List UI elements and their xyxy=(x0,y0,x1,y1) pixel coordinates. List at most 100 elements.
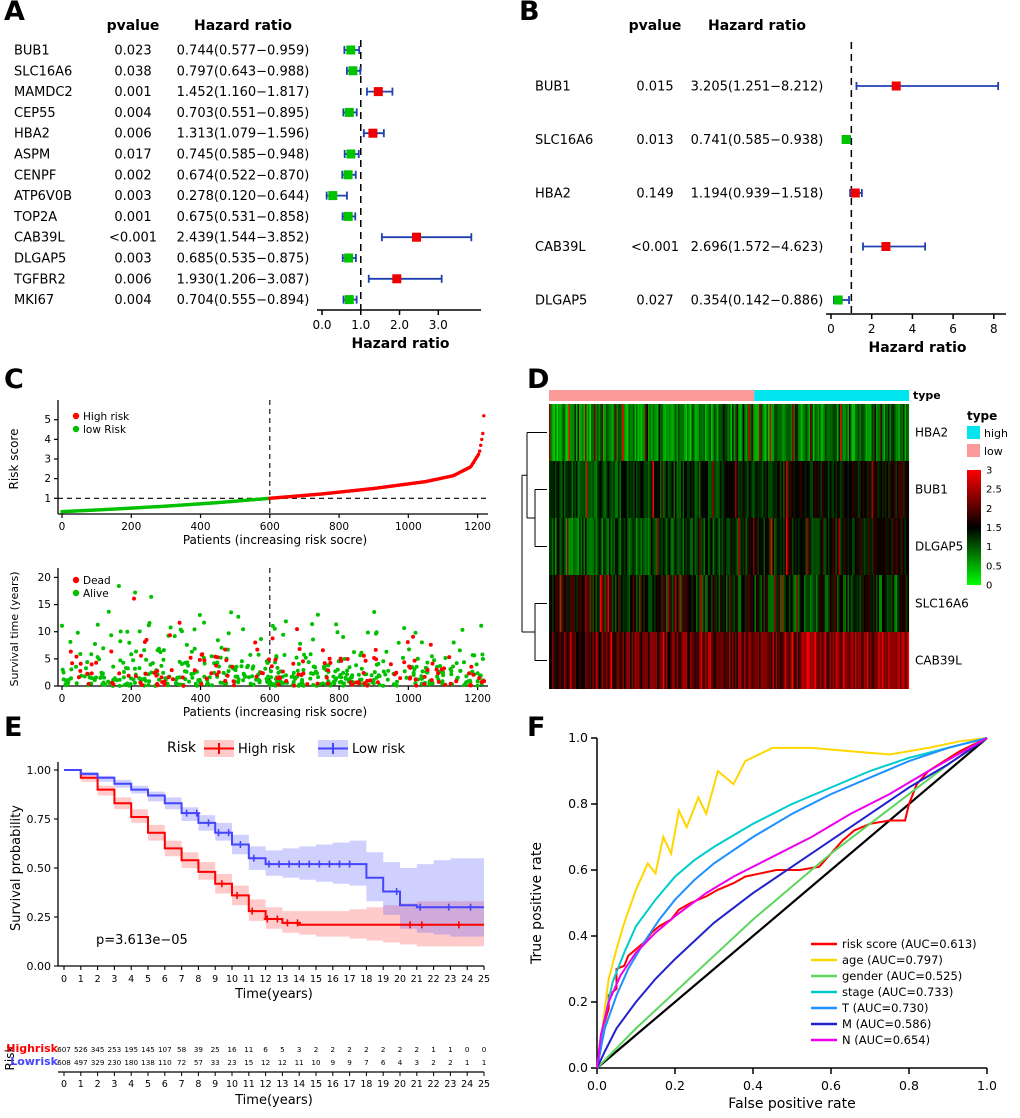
svg-text:7: 7 xyxy=(179,1079,185,1090)
svg-text:15: 15 xyxy=(310,1079,322,1090)
svg-text:19: 19 xyxy=(377,974,389,985)
svg-text:p=3.613e−05: p=3.613e−05 xyxy=(96,933,188,948)
svg-text:600: 600 xyxy=(260,693,280,705)
svg-text:1.452(1.160−1.817): 1.452(1.160−1.817) xyxy=(177,85,310,100)
svg-text:0: 0 xyxy=(482,1045,487,1054)
svg-text:TGFBR2: TGFBR2 xyxy=(13,272,66,287)
svg-text:4: 4 xyxy=(398,1058,403,1067)
svg-text:200: 200 xyxy=(121,521,141,533)
svg-text:16: 16 xyxy=(227,1045,237,1054)
panel-a-univariate-forest: A pvalue Hazard ratio BUB1 0.023 0.744(0.577… xyxy=(0,0,505,365)
svg-text:608: 608 xyxy=(57,1058,71,1067)
svg-text:0.003: 0.003 xyxy=(114,189,151,204)
svg-text:497: 497 xyxy=(74,1058,88,1067)
svg-text:Hazard ratio: Hazard ratio xyxy=(194,18,292,34)
svg-text:Survival time (years): Survival time (years) xyxy=(8,571,21,686)
svg-text:1.0: 1.0 xyxy=(351,318,370,332)
svg-text:1.5: 1.5 xyxy=(986,523,1002,534)
svg-text:0.00: 0.00 xyxy=(27,960,52,973)
svg-text:3.205(1.251−8.212): 3.205(1.251−8.212) xyxy=(691,80,824,95)
svg-text:1200: 1200 xyxy=(464,521,491,533)
svg-text:39: 39 xyxy=(194,1045,204,1054)
annotation-bar-high xyxy=(754,390,909,401)
svg-text:0.017: 0.017 xyxy=(114,148,151,163)
svg-text:20: 20 xyxy=(394,1079,406,1090)
multivariate-forest-plot: pvalue Hazard ratio BUB1 0.015 3.205(1.251−8… xyxy=(535,18,1006,356)
svg-text:1.930(1.206−3.087): 1.930(1.206−3.087) xyxy=(177,272,310,287)
svg-text:High risk: High risk xyxy=(238,742,296,757)
svg-text:138: 138 xyxy=(141,1058,155,1067)
svg-text:0.8: 0.8 xyxy=(568,796,588,811)
svg-text:0.25: 0.25 xyxy=(27,911,52,924)
svg-text:10: 10 xyxy=(311,1058,321,1067)
svg-text:<0.001: <0.001 xyxy=(631,240,679,255)
svg-text:0.001: 0.001 xyxy=(114,210,151,225)
svg-text:0.004: 0.004 xyxy=(114,106,151,121)
roc-curve xyxy=(596,737,988,1069)
svg-text:2.439(1.544−3.852): 2.439(1.544−3.852) xyxy=(177,231,310,246)
svg-text:5: 5 xyxy=(145,1079,151,1090)
svg-text:345: 345 xyxy=(91,1045,105,1054)
svg-text:1.00: 1.00 xyxy=(27,764,52,777)
svg-text:110: 110 xyxy=(158,1058,172,1067)
svg-text:BUB1: BUB1 xyxy=(535,80,571,95)
svg-text:4: 4 xyxy=(44,434,51,446)
roc-curve xyxy=(596,737,988,1069)
svg-text:SLC16A6: SLC16A6 xyxy=(915,597,969,611)
svg-text:12: 12 xyxy=(261,1058,270,1067)
svg-text:0.0: 0.0 xyxy=(587,1078,607,1093)
km-curve xyxy=(64,769,484,926)
svg-text:11: 11 xyxy=(243,1079,255,1090)
svg-text:1.313(1.079−1.596): 1.313(1.079−1.596) xyxy=(177,127,310,142)
svg-text:Risk score: Risk score xyxy=(7,429,21,490)
svg-text:7: 7 xyxy=(364,1058,369,1067)
svg-text:9: 9 xyxy=(212,1079,218,1090)
svg-text:0.027: 0.027 xyxy=(636,294,673,309)
svg-text:4: 4 xyxy=(909,322,917,336)
svg-text:CENPF: CENPF xyxy=(14,168,56,183)
svg-text:3: 3 xyxy=(986,466,992,477)
svg-text:type: type xyxy=(913,389,941,402)
svg-text:607: 607 xyxy=(57,1045,71,1054)
svg-text:0: 0 xyxy=(59,521,66,533)
svg-text:10: 10 xyxy=(38,626,51,638)
svg-text:DLGAP5: DLGAP5 xyxy=(14,252,66,267)
svg-text:ASPM: ASPM xyxy=(14,148,50,163)
svg-text:18: 18 xyxy=(360,1079,372,1090)
svg-text:0.674(0.522−0.870): 0.674(0.522−0.870) xyxy=(177,168,310,183)
svg-text:2.5: 2.5 xyxy=(986,485,1002,496)
svg-text:25: 25 xyxy=(478,1079,490,1090)
km-confidence-band xyxy=(64,770,484,937)
svg-text:0.004: 0.004 xyxy=(114,293,151,308)
svg-text:1: 1 xyxy=(431,1045,436,1054)
svg-text:0.50: 0.50 xyxy=(27,862,52,875)
svg-text:SLC16A6: SLC16A6 xyxy=(14,64,72,79)
svg-text:DLGAP5: DLGAP5 xyxy=(915,540,963,554)
svg-text:0.703(0.551−0.895): 0.703(0.551−0.895) xyxy=(177,106,310,121)
svg-text:pvalue: pvalue xyxy=(629,18,682,34)
svg-text:0.0: 0.0 xyxy=(312,318,331,332)
forest-x-axis: 0 2 4 6 8 Hazard ratio xyxy=(826,313,1006,356)
svg-text:22: 22 xyxy=(428,1079,440,1090)
svg-text:0.675(0.531−0.858): 0.675(0.531−0.858) xyxy=(177,210,310,225)
svg-text:0.2: 0.2 xyxy=(568,994,588,1009)
svg-text:Risk: Risk xyxy=(167,740,197,756)
svg-text:3: 3 xyxy=(415,1058,420,1067)
forest-rows: BUB1 0.015 3.205(1.251−8.212) SLC16A6 0.013 0… xyxy=(535,80,1000,309)
panel-d-heatmap: D type HBA2 BUB1 DLGAP5 SLC16A6 CAB39L type hig… xyxy=(515,364,1020,718)
svg-text:145: 145 xyxy=(141,1045,155,1054)
svg-text:15: 15 xyxy=(310,974,322,985)
svg-text:25: 25 xyxy=(478,974,490,985)
svg-text:HBA2: HBA2 xyxy=(535,187,571,202)
panel-a-label: A xyxy=(4,0,25,27)
svg-text:0.002: 0.002 xyxy=(114,168,151,183)
svg-text:BUB1: BUB1 xyxy=(915,483,948,497)
forest-headers: pvalue Hazard ratio xyxy=(629,18,807,34)
svg-text:0.2: 0.2 xyxy=(665,1078,685,1093)
panel-b-label: B xyxy=(519,0,540,27)
svg-text:2: 2 xyxy=(95,1079,101,1090)
svg-text:type: type xyxy=(967,409,997,423)
svg-text:HBA2: HBA2 xyxy=(14,127,50,142)
svg-text:Survival probability: Survival probability xyxy=(9,805,24,931)
